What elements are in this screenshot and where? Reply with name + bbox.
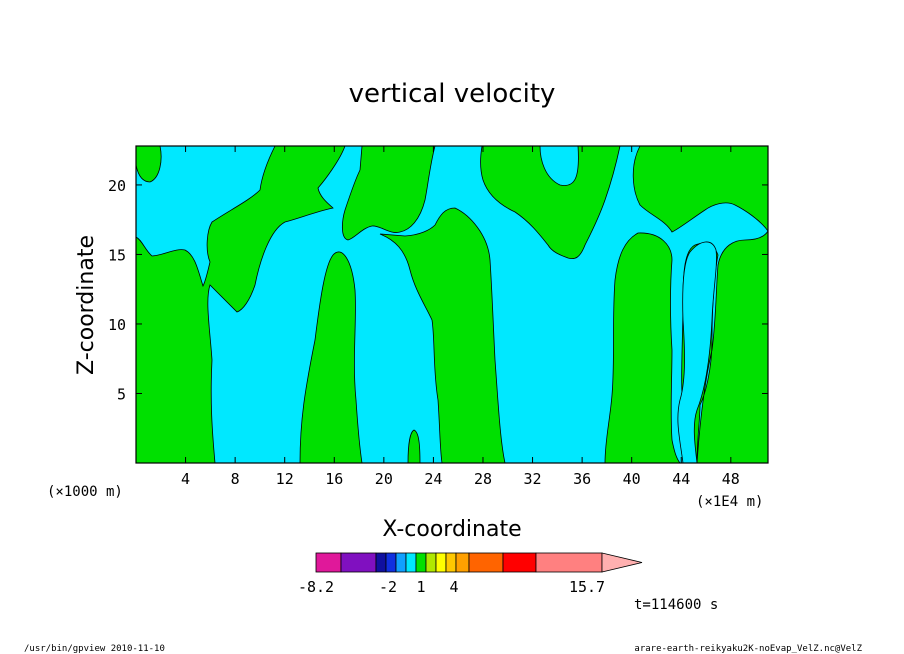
colorbar-segment: [435, 552, 447, 573]
x-tick-label: 40: [623, 470, 641, 488]
x-tick-label: 36: [573, 470, 591, 488]
chart-title: vertical velocity: [349, 79, 556, 109]
colorbar-label: 15.7: [569, 578, 605, 596]
plot-frame: [135, 145, 769, 464]
contour-region-left: [136, 146, 346, 463]
x-tick-label: 12: [276, 470, 294, 488]
y-tick-label: 15: [108, 246, 126, 264]
y-tick-label: 20: [108, 177, 126, 195]
footer-right: arare-earth-reikyaku2K-noEvap_VelZ.nc@Ve…: [634, 644, 862, 654]
colorbar-segment: [405, 552, 417, 573]
x-axis: 4 8 12 16 20 24 28 32 36 40 44 48: [181, 146, 740, 488]
y-tick-label: 10: [108, 316, 126, 334]
x-tick-label: 20: [375, 470, 393, 488]
contour-region-16: [299, 251, 363, 463]
contour-region-far-right: [632, 146, 768, 233]
colorbar-segment: [385, 552, 397, 573]
y-axis-label: Z-coordinate: [74, 235, 99, 375]
x-scale-note: (×1000 m): [47, 484, 123, 500]
colorbar-segment: [415, 552, 427, 573]
y-tick-label: 5: [117, 385, 126, 403]
colorbar-segment: [425, 552, 437, 573]
y-axis: 5 10 15 20: [108, 177, 768, 403]
colorbar-segment: [315, 552, 342, 573]
contour-regions: [136, 146, 768, 463]
contour-region-right: [604, 232, 681, 463]
x-tick-label: 28: [474, 470, 492, 488]
contour-region-central: [379, 207, 506, 463]
contour-region-pocket: [677, 241, 717, 463]
contour-region-spike: [407, 429, 421, 463]
colorbar-label: -8.2: [298, 578, 334, 596]
x-tick-label: 8: [231, 470, 240, 488]
x-unit-note: (×1E4 m): [696, 494, 763, 510]
contour-region-left-top: [136, 146, 162, 183]
colorbar-label: 4: [449, 578, 458, 596]
colorbar-segment: [468, 552, 504, 573]
colorbar-segment: [455, 552, 470, 573]
colorbar-segment: [535, 552, 603, 573]
contour-region-upper-right: [480, 146, 621, 260]
colorbar-segment: [445, 552, 457, 573]
colorbar-arrow: [601, 552, 643, 573]
colorbar: -8.2 -2 1 4 15.7: [298, 552, 643, 596]
x-axis-label: X-coordinate: [382, 517, 521, 542]
x-tick-label: 4: [181, 470, 190, 488]
time-label: t=114600 s: [634, 597, 718, 613]
colorbar-segment: [395, 552, 407, 573]
contour-region-central-top: [341, 146, 436, 241]
footer-left: /usr/bin/gpview 2010-11-10: [24, 644, 165, 654]
x-tick-label: 24: [424, 470, 442, 488]
colorbar-segment: [502, 552, 537, 573]
x-tick-label: 32: [524, 470, 542, 488]
x-tick-label: 48: [722, 470, 740, 488]
colorbar-label: -2: [379, 578, 397, 596]
colorbar-segment: [375, 552, 387, 573]
x-tick-label: 44: [672, 470, 690, 488]
colorbar-segment: [340, 552, 377, 573]
x-tick-label: 16: [325, 470, 343, 488]
colorbar-label: 1: [416, 578, 425, 596]
